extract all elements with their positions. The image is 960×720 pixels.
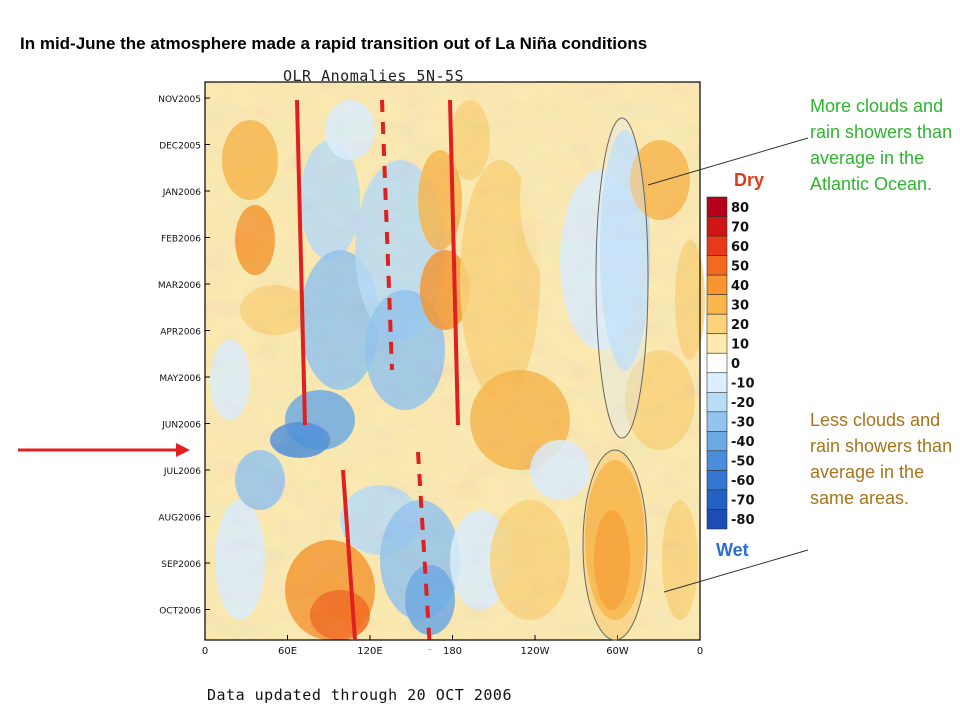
colorbar-cell: [706, 489, 728, 510]
propagation-line: [295, 99, 307, 426]
annotation-dry-same-areas: Less clouds and rain showers than averag…: [810, 410, 953, 508]
colorbar-cell: [706, 333, 728, 354]
colorbar-cell: [706, 509, 728, 530]
colorbar-cell: [706, 470, 728, 491]
data-updated-note: Data updated through 20 OCT 2006: [207, 686, 512, 704]
y-tick-label: NOV2005: [158, 95, 201, 105]
colorbar-label: -70: [731, 494, 755, 509]
colorbar-cell: [706, 235, 728, 256]
propagation-line: [448, 99, 460, 426]
x-tick-label: 0: [202, 646, 208, 657]
colorbar-label: -80: [731, 513, 755, 528]
highlight-ellipse-dry: [582, 449, 648, 641]
propagation-line: [341, 469, 357, 641]
y-tick-label: AUG2006: [158, 514, 201, 524]
colorbar-cell: [706, 255, 728, 276]
y-tick-label: JUN2006: [161, 421, 201, 431]
colorbar-cell: [706, 274, 728, 295]
colorbar-cell: [706, 450, 728, 471]
annotation-wet-atlantic: More clouds and rain showers than averag…: [810, 96, 953, 194]
colorbar-label: 70: [731, 220, 749, 235]
colorbar-cell: [706, 372, 728, 393]
x-tick-label: 120W: [521, 646, 550, 657]
colorbar-label: -60: [731, 474, 755, 489]
colorbar-label: 60: [731, 240, 749, 255]
colorbar-label: 0: [731, 357, 740, 372]
colorbar-label: 50: [731, 259, 749, 274]
transition-arrowhead: [176, 443, 190, 457]
y-tick-label: APR2006: [160, 328, 201, 338]
highlight-ellipse-wet: [595, 117, 649, 439]
colorbar-label: -20: [731, 396, 755, 411]
colorbar-dry-label: Dry: [734, 170, 765, 190]
colorbar-cell: [706, 294, 728, 315]
annotation-pointer: [663, 549, 809, 593]
x-tick-label: 0: [697, 646, 703, 657]
plot-title: OLR Anomalies 5N-5S: [283, 67, 465, 85]
colorbar-label: -30: [731, 416, 755, 431]
colorbar-cell: [706, 216, 728, 237]
x-tick-label: 60W: [606, 646, 629, 657]
y-tick-label: FEB2006: [161, 235, 201, 245]
colorbar-label: 40: [731, 279, 749, 294]
y-tick-label: MAR2006: [158, 281, 201, 291]
colorbar-cell: [706, 352, 728, 374]
colorbar-label: -10: [731, 377, 755, 392]
colorbar-label: 10: [731, 337, 749, 352]
propagation-line-dashed: [380, 99, 394, 371]
colorbar-cell: [706, 313, 728, 335]
x-tick-label: 120E: [357, 646, 382, 657]
y-tick-label: SEP2006: [161, 560, 201, 570]
colorbar-cell: [706, 196, 728, 217]
headline: In mid-June the atmosphere made a rapid …: [20, 34, 648, 53]
y-tick-label: MAY2006: [159, 374, 201, 384]
colorbar-label: -50: [731, 455, 755, 470]
y-tick-label: OCT2006: [159, 607, 201, 617]
y-tick-label: DEC2005: [159, 142, 201, 152]
colorbar-wet-label: Wet: [716, 540, 749, 560]
colorbar-label: 80: [731, 201, 749, 216]
colorbar-label: 20: [731, 318, 749, 333]
colorbar-cell: [706, 411, 728, 432]
propagation-line-dashed: [416, 451, 432, 651]
annotation-pointer: [647, 137, 809, 186]
x-tick-label: 60E: [278, 646, 297, 657]
x-tick-label: 180: [443, 646, 462, 657]
y-tick-label: JAN2006: [162, 188, 202, 198]
colorbar-label: -40: [731, 435, 755, 450]
colorbar-cell: [706, 391, 728, 413]
y-tick-label: JUL2006: [163, 467, 201, 477]
colorbar-cell: [706, 431, 728, 452]
colorbar-label: 30: [731, 298, 749, 313]
